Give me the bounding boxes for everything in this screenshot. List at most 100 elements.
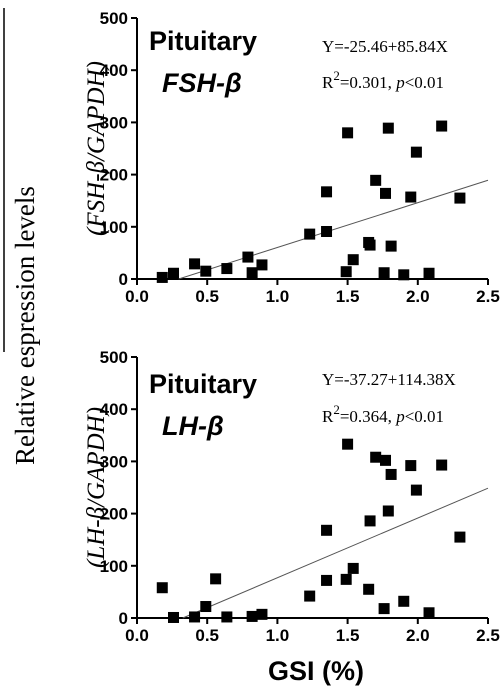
data-point [378, 603, 390, 615]
x-tick-label: 2.5 [476, 626, 500, 645]
data-point [242, 251, 254, 263]
data-point [436, 459, 448, 471]
data-point [405, 460, 417, 472]
data-point [156, 582, 168, 594]
data-point [385, 240, 397, 252]
data-point [342, 438, 354, 450]
data-point [454, 531, 466, 543]
data-point [423, 267, 435, 279]
data-point [340, 266, 352, 278]
panel-title: Pituitary [149, 369, 257, 399]
data-point [382, 122, 394, 134]
outer-ylabel: Relative espression levels [10, 186, 40, 465]
lh-panel: 0 100 200 300 400 500 0.0 0.5 1.0 1.5 2.0 2.5 (LH-β/… [83, 348, 500, 645]
x-tick-label: 0.5 [195, 287, 219, 306]
data-point [436, 120, 448, 132]
data-point [370, 451, 382, 463]
y-tick-label: 400 [100, 400, 128, 419]
x-tick-label: 2.0 [406, 626, 430, 645]
y-tick-label: 0 [119, 270, 128, 289]
x-tick-label: 0.0 [125, 287, 149, 306]
p-value: <0.01 [405, 407, 444, 426]
panel-gene-label: LH-β [162, 411, 224, 441]
data-point [246, 267, 258, 279]
y-tick-label: 500 [100, 348, 128, 367]
panel-y-axis-label: (FSH-β/GAPDH) [83, 61, 110, 236]
data-point [398, 269, 410, 281]
r2-superscript: 2 [333, 68, 340, 83]
data-point [200, 265, 212, 277]
data-point [380, 454, 392, 466]
y-tick-label: 400 [100, 61, 128, 80]
data-point [168, 267, 180, 279]
r2-label: R [322, 407, 334, 426]
data-point [370, 174, 382, 186]
x-tick-label: 1.5 [336, 287, 360, 306]
data-point [405, 191, 417, 203]
x-tick-label: 1.5 [336, 626, 360, 645]
data-point [321, 574, 333, 586]
y-tick-label: 0 [119, 609, 128, 628]
data-point [385, 468, 397, 480]
data-point [200, 601, 212, 613]
data-point [340, 573, 352, 585]
data-point [410, 484, 422, 496]
data-point [342, 127, 354, 139]
y-tick-label: 200 [100, 505, 128, 524]
x-tick-label: 0.0 [125, 626, 149, 645]
data-point [189, 258, 201, 270]
p-label: p [395, 73, 405, 92]
x-tick-label: 2.0 [406, 287, 430, 306]
data-point [156, 271, 168, 283]
x-tick-label: 1.0 [266, 287, 290, 306]
regression-equation: Y=-25.46+85.84X [322, 37, 448, 56]
data-point [221, 263, 233, 275]
data-point [221, 611, 233, 623]
data-point [380, 187, 392, 199]
y-tick-label: 300 [100, 452, 128, 471]
data-point [321, 524, 333, 536]
data-point [321, 225, 333, 237]
data-point [210, 573, 222, 585]
y-tick-label: 200 [100, 166, 128, 185]
regression-line [178, 179, 489, 280]
data-point [378, 267, 390, 279]
fsh-panel: 0 100 200 300 400 500 0.0 0.5 1.0 1.5 2.0 2.5 (FSH-β… [83, 9, 500, 306]
data-point [304, 228, 316, 240]
data-point [189, 611, 201, 623]
y-tick-label: 500 [100, 9, 128, 28]
panel-y-axis-label: (LH-β/GAPDH) [83, 407, 110, 568]
x-tick-label: 1.0 [266, 626, 290, 645]
data-point [304, 590, 316, 602]
y-tick-label: 100 [100, 557, 128, 576]
data-point [454, 192, 466, 204]
regression-stats: R2=0.301, p<0.01 [322, 68, 444, 92]
data-point [256, 608, 268, 620]
regression-equation: Y=-37.27+114.38X [322, 370, 456, 389]
p-label: p [395, 407, 405, 426]
data-point [256, 259, 268, 271]
data-point [321, 186, 333, 198]
data-point [382, 505, 394, 517]
r2-value: =0.364, [340, 407, 396, 426]
y-tick-label: 300 [100, 113, 128, 132]
panel-title: Pituitary [149, 26, 257, 56]
data-point [423, 607, 435, 619]
x-axis-label: GSI (%) [268, 656, 364, 686]
data-point [347, 254, 359, 266]
data-point [168, 611, 180, 623]
data-point [246, 610, 258, 622]
data-point [364, 239, 376, 251]
r2-value: =0.301, [340, 73, 396, 92]
panel-gene-label: FSH-β [162, 68, 242, 98]
p-value: <0.01 [405, 73, 444, 92]
x-tick-label: 0.5 [195, 626, 219, 645]
regression-line [182, 487, 489, 619]
y-tick-label: 100 [100, 218, 128, 237]
x-tick-label: 2.5 [476, 287, 500, 306]
data-point [364, 515, 376, 527]
data-point [347, 562, 359, 574]
data-point [363, 583, 375, 595]
r2-superscript: 2 [333, 402, 340, 417]
